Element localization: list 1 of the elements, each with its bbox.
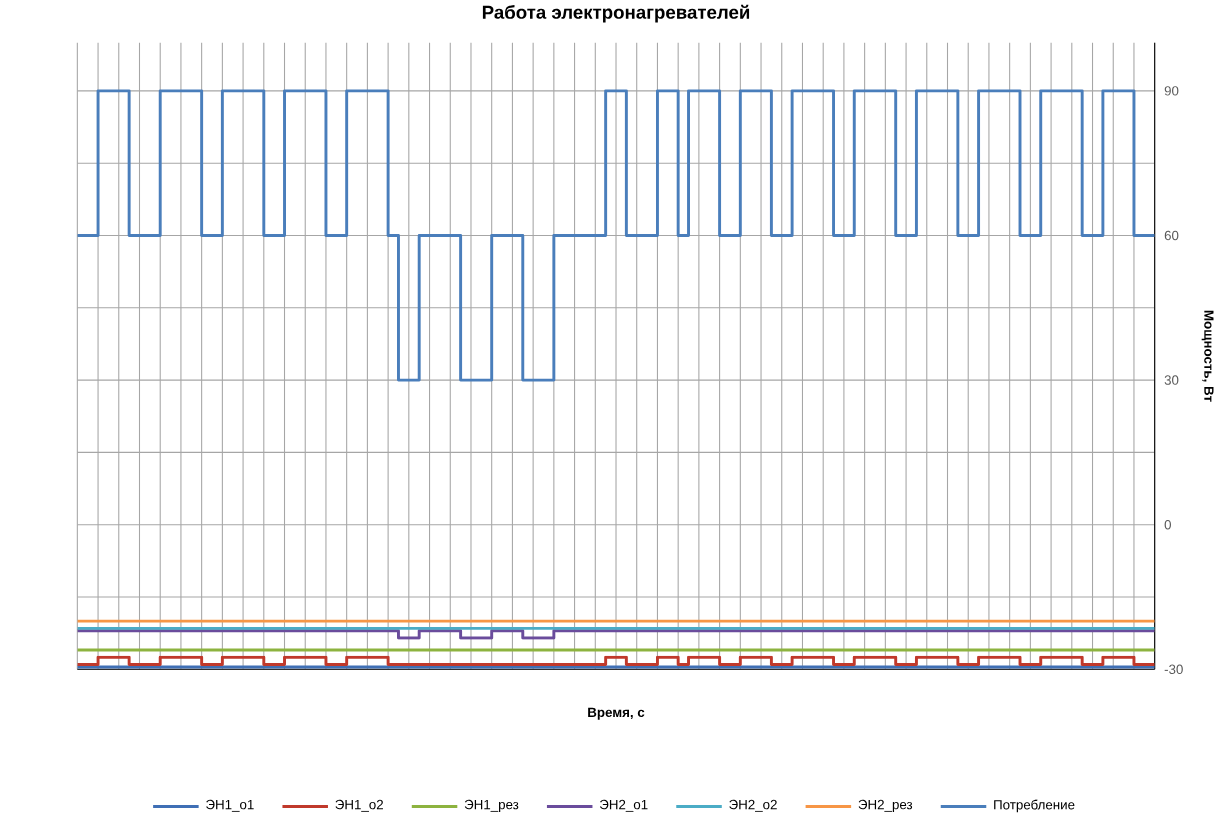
chart-title: Работа электронагревателей xyxy=(482,4,750,23)
